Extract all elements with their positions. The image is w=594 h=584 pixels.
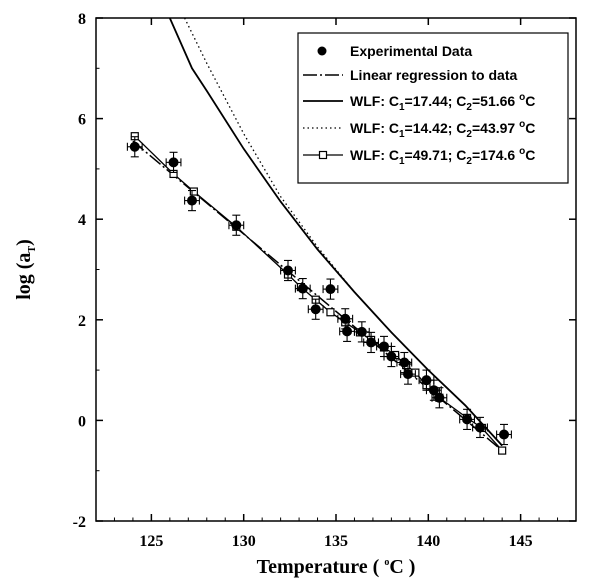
- experimental-point: [297, 283, 308, 294]
- series-group: [126, 18, 512, 455]
- experimental-point: [231, 220, 242, 231]
- x-tick-label: 140: [416, 533, 440, 550]
- legend-text-wlf3: WLF: C1=49.71; C2=174.6 oC: [350, 146, 535, 167]
- experimental-point: [434, 392, 445, 403]
- legend-text-experimental: Experimental Data: [350, 43, 472, 59]
- experimental-point: [462, 414, 473, 425]
- y-tick-label: 8: [78, 11, 86, 28]
- experimental-point: [283, 265, 293, 276]
- wlf3-marker: [326, 308, 335, 317]
- legend-text-wlf1: WLF: C1=17.44; C2=51.66 oC: [350, 92, 535, 113]
- x-tick-label: 125: [139, 533, 163, 550]
- experimental-point: [342, 326, 353, 337]
- legend-box: [297, 32, 569, 184]
- x-axis-title: Temperature ( oC ): [257, 556, 416, 578]
- experimental-point: [129, 141, 140, 152]
- experimental-point: [386, 351, 397, 362]
- x-tick-label: 145: [509, 533, 533, 550]
- experimental-point: [325, 284, 336, 295]
- legend-key-experimental: [317, 46, 327, 56]
- experimental-point: [340, 313, 351, 324]
- experimental-point: [499, 429, 509, 440]
- series-layer: [126, 18, 512, 455]
- experimental-point: [475, 422, 485, 433]
- experimental-point: [168, 157, 179, 168]
- legend: Experimental Data Linear regression to d…: [297, 32, 569, 184]
- x-tick-label: 135: [324, 533, 348, 550]
- y-tick-label: -2: [73, 514, 86, 531]
- y-tick-label: 6: [78, 112, 86, 129]
- y-tick-label: 0: [78, 413, 86, 430]
- axis-ticks: 125 130 135 140 145 -2 0 2 4 6 8: [73, 11, 577, 550]
- legend-keys: [303, 46, 343, 160]
- series-wlf2-line: [184, 18, 503, 447]
- experimental-point: [379, 341, 389, 352]
- y-tick-label: 4: [78, 212, 86, 229]
- series-wlf1-line: [168, 18, 503, 447]
- x-tick-label: 130: [232, 533, 256, 550]
- experimental-point: [187, 195, 197, 206]
- wlf3-marker: [189, 187, 198, 196]
- experimental-point: [399, 357, 410, 368]
- legend-key-wlf3-marker: [318, 150, 328, 160]
- experimental-point: [310, 304, 321, 315]
- y-axis-title: log (aT): [13, 239, 38, 300]
- experimental-point: [366, 337, 377, 348]
- experimental-point: [356, 326, 367, 337]
- legend-text-wlf2: WLF: C1=14.42; C2=43.97 oC: [350, 119, 535, 140]
- experimental-point: [403, 369, 413, 380]
- y-tick-label: 2: [78, 313, 86, 330]
- wlf3-marker: [498, 446, 507, 455]
- legend-text-regression: Linear regression to data: [350, 67, 517, 83]
- experimental-point: [421, 375, 432, 386]
